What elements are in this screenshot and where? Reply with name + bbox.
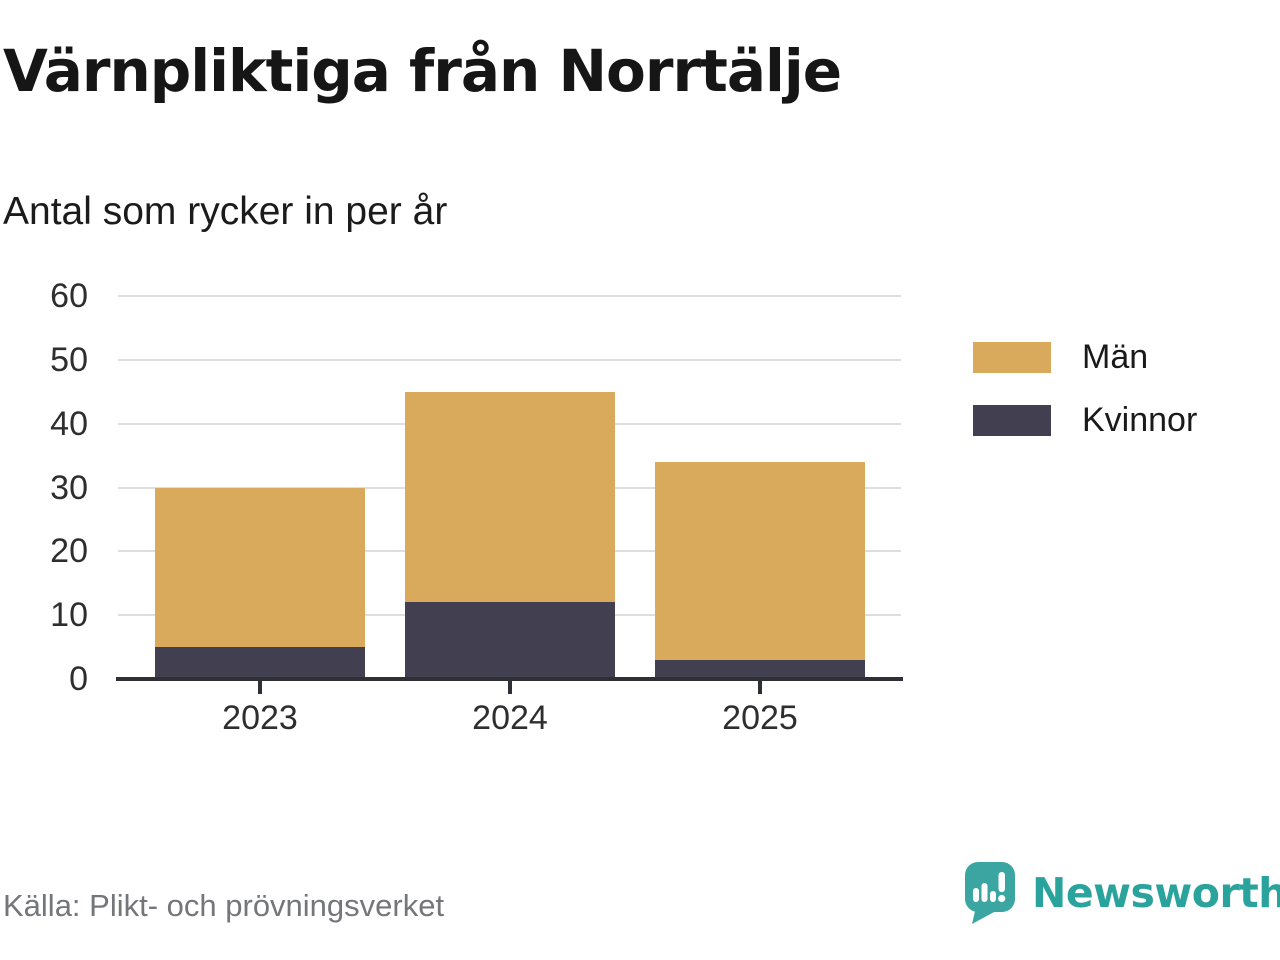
- legend-item-men: Män: [973, 338, 1197, 376]
- bar-segment-män-2024: [405, 391, 615, 603]
- y-axis-label-60: 60: [50, 277, 88, 315]
- chart-title: Värnpliktiga från Norrtälje: [3, 37, 842, 105]
- y-axis-label-20: 20: [50, 532, 88, 571]
- legend: Män Kvinnor: [973, 338, 1197, 464]
- brand-lockup: Newsworthy: [964, 860, 1280, 926]
- gridline-60: [118, 295, 901, 297]
- legend-swatch-women: [973, 404, 1051, 436]
- legend-label-women: Kvinnor: [1082, 401, 1198, 439]
- chart-subtitle: Antal som rycker in per år: [3, 190, 448, 233]
- x-axis-line: [116, 677, 903, 681]
- brand-name: Newsworthy: [1032, 869, 1280, 917]
- x-tick-2025: [758, 681, 762, 694]
- x-axis-label-2024: 2024: [472, 699, 548, 737]
- bar-segment-män-2025: [655, 461, 865, 660]
- y-axis-label-30: 30: [50, 468, 88, 507]
- legend-swatch-men: [973, 341, 1051, 373]
- newsworthy-logo-icon: [965, 862, 1015, 924]
- y-axis-label-10: 10: [50, 596, 88, 635]
- y-axis-label-50: 50: [50, 340, 88, 379]
- bar-segment-män-2023: [155, 487, 365, 648]
- x-tick-2024: [508, 681, 512, 694]
- bar-segment-kvinnor-2025: [655, 659, 865, 679]
- x-axis-label-2023: 2023: [222, 699, 298, 737]
- x-axis-label-2025: 2025: [722, 699, 798, 737]
- gridline-50: [118, 358, 901, 361]
- bar-segment-kvinnor-2023: [155, 647, 365, 679]
- legend-item-women: Kvinnor: [973, 401, 1197, 439]
- y-axis-label-0: 0: [69, 660, 88, 698]
- y-axis-label-40: 40: [50, 404, 88, 443]
- x-tick-2023: [258, 681, 262, 694]
- bar-segment-kvinnor-2024: [405, 602, 615, 679]
- legend-label-men: Män: [1082, 338, 1149, 376]
- source-note: Källa: Plikt- och prövningsverket: [3, 888, 445, 923]
